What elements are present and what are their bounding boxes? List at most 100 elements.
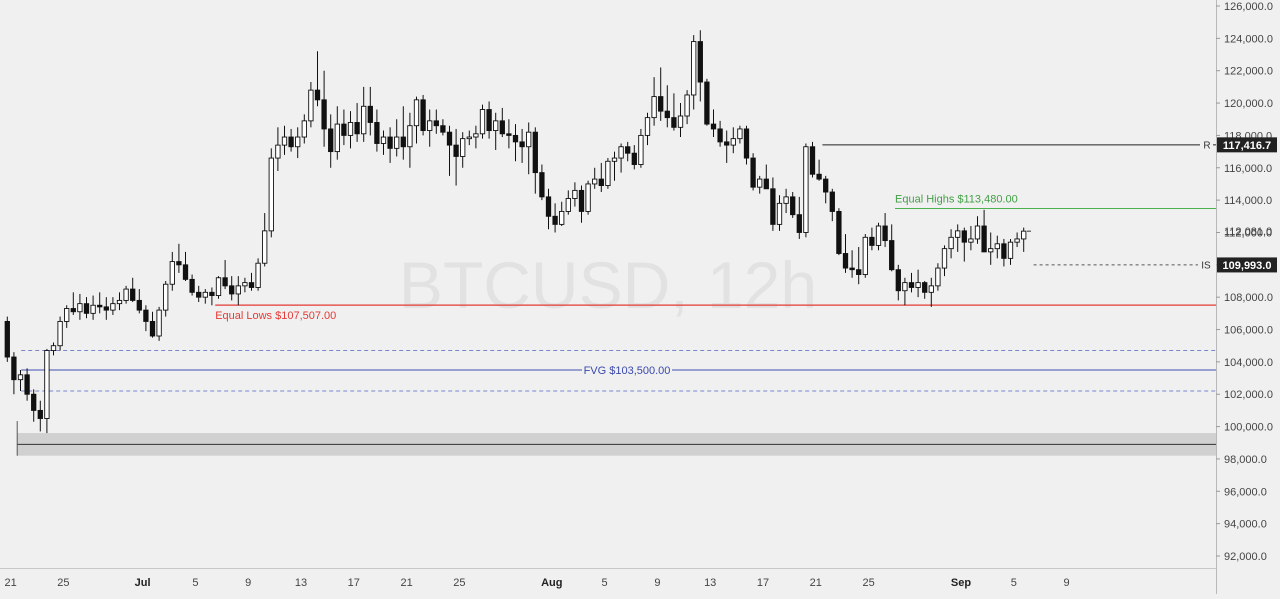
candle[interactable]	[301, 114, 307, 144]
candle[interactable]	[314, 51, 321, 107]
candle[interactable]	[235, 276, 241, 306]
candle[interactable]	[479, 104, 486, 139]
candle[interactable]	[440, 119, 446, 136]
candle[interactable]	[592, 167, 598, 189]
candle[interactable]	[169, 251, 175, 291]
candle[interactable]	[1014, 232, 1020, 248]
candle[interactable]	[90, 295, 96, 320]
candle[interactable]	[836, 208, 842, 256]
candle[interactable]	[968, 226, 974, 251]
candle[interactable]	[347, 111, 354, 149]
candle[interactable]	[882, 213, 888, 248]
candle[interactable]	[552, 203, 558, 233]
candle[interactable]	[598, 162, 604, 193]
candle[interactable]	[202, 289, 208, 304]
candle[interactable]	[57, 316, 63, 351]
candle[interactable]	[710, 109, 717, 138]
candle[interactable]	[988, 232, 994, 265]
candle[interactable]	[948, 229, 954, 259]
candle[interactable]	[50, 342, 57, 356]
candle[interactable]	[446, 125, 453, 176]
candle[interactable]	[473, 125, 479, 149]
candle[interactable]	[321, 70, 327, 147]
candle[interactable]	[809, 141, 816, 178]
candle[interactable]	[295, 127, 301, 159]
candle[interactable]	[862, 234, 868, 278]
candle[interactable]	[427, 109, 433, 147]
candle[interactable]	[724, 130, 730, 163]
candle[interactable]	[796, 196, 802, 239]
candle[interactable]	[466, 130, 472, 146]
candle[interactable]	[532, 127, 538, 194]
candle[interactable]	[110, 297, 116, 315]
candle[interactable]	[4, 316, 10, 362]
candle[interactable]	[559, 201, 565, 226]
candle[interactable]	[704, 78, 710, 126]
candle[interactable]	[677, 103, 684, 138]
candle[interactable]	[585, 180, 591, 215]
candle[interactable]	[328, 114, 334, 168]
candle[interactable]	[17, 369, 24, 391]
candle[interactable]	[499, 107, 505, 138]
candle[interactable]	[215, 276, 222, 299]
candle[interactable]	[664, 85, 670, 128]
candle[interactable]	[460, 132, 466, 168]
candle[interactable]	[143, 305, 149, 332]
candle[interactable]	[737, 125, 743, 144]
candle[interactable]	[77, 293, 83, 320]
candle[interactable]	[123, 285, 129, 304]
candle[interactable]	[776, 195, 783, 231]
candle[interactable]	[717, 120, 723, 147]
candles-layer[interactable]	[4, 30, 1031, 434]
candle[interactable]	[915, 269, 921, 298]
candle[interactable]	[136, 289, 142, 314]
candle[interactable]	[605, 158, 611, 189]
candle[interactable]	[889, 224, 895, 272]
candle[interactable]	[116, 292, 123, 311]
candle[interactable]	[519, 128, 525, 163]
candle[interactable]	[1021, 227, 1027, 252]
candle[interactable]	[539, 164, 545, 201]
candle[interactable]	[189, 274, 195, 296]
candle[interactable]	[697, 30, 703, 102]
candle[interactable]	[182, 251, 189, 281]
candle[interactable]	[757, 175, 763, 194]
candle[interactable]	[750, 153, 756, 191]
candle[interactable]	[242, 277, 248, 293]
candle[interactable]	[83, 297, 90, 319]
candle[interactable]	[803, 143, 809, 238]
candle[interactable]	[763, 164, 769, 190]
candle[interactable]	[420, 94, 426, 136]
candle[interactable]	[374, 109, 380, 152]
candle[interactable]	[11, 352, 17, 395]
candle[interactable]	[631, 145, 637, 170]
candle[interactable]	[611, 151, 618, 181]
candle[interactable]	[37, 400, 43, 432]
candle[interactable]	[730, 127, 736, 154]
candle[interactable]	[354, 103, 360, 142]
candle[interactable]	[875, 222, 882, 251]
candle[interactable]	[268, 148, 274, 238]
candle[interactable]	[658, 67, 664, 121]
candle[interactable]	[651, 77, 657, 126]
candle[interactable]	[790, 192, 796, 218]
candle[interactable]	[453, 128, 459, 186]
time-axis[interactable]: 21 25 Jul 5 9 13 17 21 25 Aug 5 9 13 17 21 25 Sep 5 9	[4, 577, 1069, 589]
candle[interactable]	[255, 258, 261, 291]
candle[interactable]	[31, 389, 37, 422]
candle[interactable]	[341, 109, 347, 146]
candle[interactable]	[44, 348, 50, 434]
candle[interactable]	[671, 93, 677, 131]
candle[interactable]	[506, 119, 512, 149]
candle[interactable]	[526, 122, 532, 175]
candle[interactable]	[618, 143, 624, 173]
candle[interactable]	[823, 175, 829, 204]
candle[interactable]	[387, 127, 393, 163]
candle[interactable]	[176, 243, 182, 273]
candle[interactable]	[869, 227, 875, 251]
candle[interactable]	[222, 259, 228, 290]
candle[interactable]	[770, 177, 776, 231]
candle[interactable]	[625, 141, 631, 162]
candle[interactable]	[578, 185, 585, 223]
